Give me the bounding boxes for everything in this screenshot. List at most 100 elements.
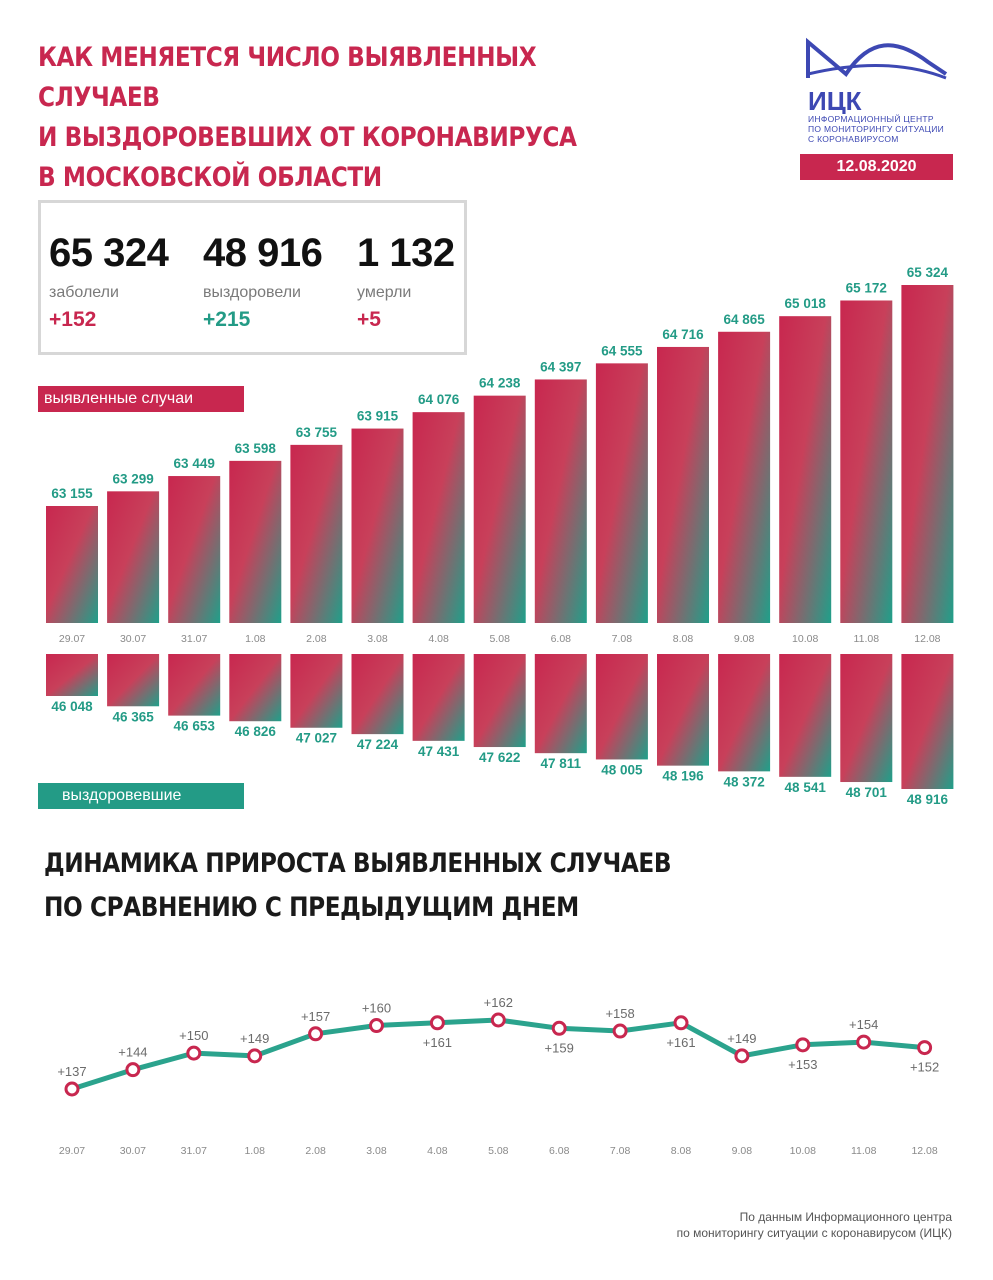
recovered-bar — [595, 654, 648, 760]
increment-point — [429, 1015, 445, 1031]
recovered-bar — [840, 654, 893, 783]
increment-label: +157 — [301, 1009, 330, 1024]
cases-legend-label: выявленные случаи — [38, 386, 244, 412]
recovered-bar-label: 48 196 — [662, 769, 704, 784]
cases-bar-label: 65 018 — [785, 296, 827, 311]
increment-label: +154 — [849, 1017, 878, 1032]
cases-bar-label: 63 449 — [174, 456, 215, 471]
increment-label: +153 — [788, 1057, 817, 1072]
cases-bar-label: 64 865 — [723, 312, 765, 327]
x-tick-label: 3.08 — [366, 1145, 387, 1157]
recovered-bar-label: 47 811 — [541, 756, 582, 771]
recovered-bar — [718, 654, 771, 772]
title-line-3: В МОСКОВСКОЙ ОБЛАСТИ — [38, 162, 382, 193]
x-tick-label: 10.08 — [792, 633, 818, 645]
stat-label: заболели — [49, 284, 119, 301]
stat-deaths: 1 132 умерли +5 — [357, 231, 455, 332]
recovered-bar-label: 47 431 — [418, 744, 460, 759]
increment-label: +137 — [57, 1064, 86, 1079]
date-badge: 12.08.2020 — [800, 154, 953, 180]
x-tick-label: 30.07 — [120, 633, 146, 645]
x-tick-label: 6.08 — [549, 1145, 570, 1157]
recovered-bar — [779, 654, 832, 777]
cases-bar-label: 64 555 — [601, 343, 643, 358]
cases-bar — [534, 379, 587, 623]
increment-label: +161 — [666, 1035, 695, 1050]
x-tick-label: 5.08 — [488, 1145, 509, 1157]
x-tick-label: 5.08 — [489, 633, 510, 645]
section-title-line-2: ПО СРАВНЕНИЮ С ПРЕДЫДУЩИМ ДНЕМ — [44, 892, 579, 923]
recovered-bar-label: 46 826 — [235, 724, 277, 739]
increment-point — [186, 1045, 202, 1061]
cases-bar-label: 64 238 — [479, 376, 521, 391]
recovered-bar — [351, 654, 404, 735]
recovered-bar — [168, 654, 221, 716]
stat-recovered: 48 916 выздоровели +215 — [203, 231, 323, 332]
increment-point — [856, 1034, 872, 1050]
source-line: По данным Информационного центра — [739, 1210, 952, 1224]
stat-increment: +215 — [203, 308, 251, 331]
x-tick-label: 10.08 — [790, 1145, 816, 1157]
x-tick-label: 8.08 — [673, 633, 694, 645]
stat-increment: +5 — [357, 308, 381, 331]
cases-bar — [229, 460, 282, 623]
x-tick-label: 7.08 — [610, 1145, 631, 1157]
x-tick-label: 31.07 — [181, 633, 207, 645]
recovered-bar — [534, 654, 587, 754]
recovered-bar — [46, 654, 98, 696]
recovered-bar-label: 48 916 — [907, 792, 949, 807]
stat-value: 48 916 — [203, 231, 323, 275]
section-title-line-1: ДИНАМИКА ПРИРОСТА ВЫЯВЛЕННЫХ СЛУЧАЕВ — [44, 848, 672, 879]
cases-bar-label: 64 397 — [540, 359, 581, 374]
x-tick-label: 6.08 — [551, 633, 572, 645]
cases-bar — [779, 316, 832, 623]
logo-sub-line: ПО МОНИТОРИНГУ СИТУАЦИИ — [808, 124, 945, 134]
title-line-2: И ВЫЗДОРОВЕВШИХ ОТ КОРОНАВИРУСА — [38, 122, 577, 153]
x-tick-label: 9.08 — [734, 633, 755, 645]
stat-cases: 65 324 заболели +152 — [49, 231, 169, 332]
recovered-bar-label: 47 027 — [296, 731, 337, 746]
x-tick-label: 1.08 — [244, 1145, 265, 1157]
x-tick-label: 9.08 — [732, 1145, 753, 1157]
cases-bar-label: 63 299 — [112, 471, 153, 486]
increment-point — [369, 1018, 384, 1034]
source-note: По данным Информационного центра по мони… — [560, 1209, 952, 1241]
cases-bar — [657, 346, 709, 623]
stat-value: 1 132 — [357, 231, 455, 275]
recovered-bar-label: 46 653 — [174, 719, 216, 734]
increment-label: +162 — [484, 995, 513, 1010]
logo-text: ИЦК — [808, 86, 862, 114]
cases-bar — [107, 491, 160, 623]
cases-bar — [473, 395, 526, 623]
cases-bar-label: 64 716 — [662, 327, 704, 342]
increment-point — [125, 1062, 141, 1078]
logo-sub-line: ИНФОРМАЦИОННЫЙ ЦЕНТР — [808, 114, 934, 124]
recovered-bar — [473, 654, 526, 748]
line-chart: +137 29.07 +144 30.07 +150 31.07 +149 1.08 +157 2… — [57, 995, 939, 1157]
x-tick-label: 2.08 — [305, 1145, 326, 1157]
stat-label: выздоровели — [203, 284, 301, 301]
cases-bar — [290, 444, 343, 623]
stats-box: 65 324 заболели +152 48 916 выздоровели … — [38, 200, 467, 355]
cases-bar — [840, 300, 893, 623]
stat-increment: +152 — [49, 308, 97, 331]
bar-chart: 63 155 29.07 46 048 63 299 30.07 46 365 63 449… — [46, 265, 954, 807]
x-tick-label: 11.08 — [854, 633, 880, 645]
increment-point — [308, 1026, 324, 1042]
recovered-bar-label: 46 365 — [112, 709, 154, 724]
cases-bar — [595, 363, 648, 623]
x-tick-label: 29.07 — [59, 1145, 85, 1157]
recovered-bar-label: 48 541 — [785, 780, 827, 795]
increment-label: +149 — [727, 1031, 756, 1046]
cases-bar-label: 63 155 — [51, 486, 93, 501]
x-tick-label: 30.07 — [120, 1145, 146, 1157]
x-tick-label: 12.08 — [911, 1145, 937, 1157]
cases-bar — [412, 412, 465, 623]
page-title: КАК МЕНЯЕТСЯ ЧИСЛО ВЫЯВЛЕННЫХ СЛУЧАЕВ И … — [38, 38, 640, 198]
increment-point — [673, 1015, 689, 1031]
recovered-bar-label: 48 005 — [601, 762, 643, 777]
cases-bar — [901, 285, 954, 623]
cases-bar-label: 65 172 — [846, 280, 887, 295]
x-tick-label: 12.08 — [914, 633, 940, 645]
recovered-bar-label: 48 701 — [846, 785, 888, 800]
